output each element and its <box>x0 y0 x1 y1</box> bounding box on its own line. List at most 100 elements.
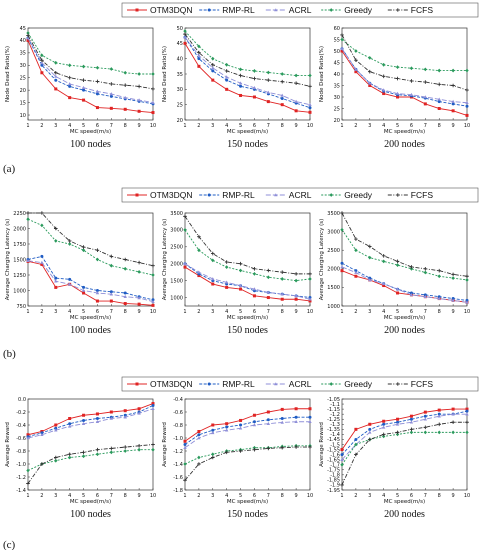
point-greedy <box>294 278 298 283</box>
y-tick-label: 3500 <box>327 211 340 217</box>
point-rmp-rl <box>423 293 427 297</box>
x-axis-label: MC speed(m/s) <box>227 499 268 505</box>
y-tick-label: -1.65 <box>327 457 340 463</box>
point-fcfs <box>340 211 344 215</box>
point-fcfs <box>354 58 358 62</box>
x-tick-label: 3 <box>368 493 371 499</box>
point-otm3dqn <box>280 103 284 107</box>
x-axis-label: MC speed(m/s) <box>384 499 425 505</box>
point-fcfs <box>395 430 400 435</box>
point-fcfs <box>354 452 358 457</box>
x-tick-label: 3 <box>211 493 214 499</box>
x-tick-label: 1 <box>340 309 343 315</box>
point-otm3dqn <box>294 297 298 301</box>
point-otm3dqn <box>465 407 469 411</box>
x-tick-label: 7 <box>267 123 270 129</box>
y-tick-label: 40 <box>20 38 26 44</box>
point-otm3dqn <box>225 285 229 289</box>
x-tick-label: 7 <box>424 309 427 315</box>
point-acrl <box>67 82 72 86</box>
y-tick-label: -1.4 <box>173 462 183 468</box>
y-tick-label: 2000 <box>13 226 26 232</box>
y-tick-label: -1.55 <box>327 447 340 453</box>
point-greedy <box>183 228 187 232</box>
point-otm3dqn <box>451 407 455 411</box>
point-rmp-rl <box>151 404 155 407</box>
point-greedy <box>211 56 215 61</box>
x-tick-label: 8 <box>124 123 127 129</box>
point-acrl <box>451 99 455 103</box>
y-tick-label: 2500 <box>170 245 183 251</box>
series-line-otm3dqn <box>184 266 311 302</box>
point-fcfs <box>252 76 257 81</box>
point-greedy <box>340 37 344 42</box>
legend-label-greedy: Greedy <box>344 190 373 200</box>
point-rmp-rl <box>354 437 358 441</box>
point-greedy <box>252 69 257 73</box>
point-greedy <box>197 455 201 460</box>
y-axis-label: Node Dead Ratio(%) <box>5 46 11 102</box>
x-tick-label: 9 <box>452 493 455 499</box>
y-tick-label: 20 <box>20 88 26 94</box>
point-greedy <box>381 62 386 67</box>
point-greedy <box>465 430 469 435</box>
point-fcfs <box>252 267 257 271</box>
x-tick-label: 10 <box>464 309 470 315</box>
point-rmp-rl <box>211 69 215 73</box>
x-tick-label: 2 <box>40 493 43 499</box>
point-rmp-rl <box>340 261 344 265</box>
y-tick-label: 1250 <box>13 273 26 279</box>
point-fcfs <box>26 481 30 486</box>
series-line-rmp-rl <box>341 410 468 455</box>
point-greedy <box>123 70 127 75</box>
legend-box <box>121 187 479 203</box>
legend: OTM3DQN RMP-RL ACRL Greedy FCFS <box>121 187 479 203</box>
point-fcfs <box>451 272 455 277</box>
x-tick-label: 1 <box>340 493 343 499</box>
y-axis-label: Average Charging Latency (s) <box>319 219 325 301</box>
point-acrl <box>224 280 229 284</box>
series-line-rmp-rl <box>27 255 154 301</box>
y-tick-label: -0.8 <box>16 449 26 455</box>
point-otm3dqn <box>95 106 99 110</box>
point-acrl <box>224 75 229 79</box>
x-tick-label: 3 <box>54 309 57 315</box>
legend-marker-acrl <box>274 193 278 197</box>
point-greedy <box>280 72 284 76</box>
point-fcfs <box>266 268 271 273</box>
series-line-otm3dqn <box>341 50 468 116</box>
x-tick-label: 8 <box>438 123 441 129</box>
chart-b1: 1 2 3 4 5 6 7 8 9 10 750 1000 1250 1500 1750 2000 2250 MC… <box>5 211 156 336</box>
x-tick-label: 2 <box>40 309 43 315</box>
point-rmp-rl <box>340 453 344 457</box>
point-otm3dqn <box>266 410 270 414</box>
point-otm3dqn <box>423 410 427 414</box>
series-line-greedy <box>184 445 310 465</box>
point-greedy <box>266 70 271 75</box>
y-tick-label: -0.6 <box>16 436 26 442</box>
point-acrl <box>340 46 344 50</box>
point-fcfs <box>151 87 155 91</box>
point-rmp-rl <box>239 84 243 88</box>
legend-label-rmp-rl: RMP-RL <box>222 190 255 200</box>
y-tick-label: 20 <box>177 118 183 124</box>
point-rmp-rl <box>82 418 86 422</box>
plot-frame <box>341 212 468 307</box>
x-tick-label: 3 <box>54 123 57 129</box>
point-greedy <box>151 72 155 76</box>
point-rmp-rl <box>225 78 229 82</box>
point-greedy <box>26 468 30 473</box>
x-tick-label: 7 <box>267 309 270 315</box>
point-acrl <box>395 422 400 426</box>
point-acrl <box>123 294 127 298</box>
point-rmp-rl <box>423 414 427 418</box>
point-greedy <box>151 273 155 277</box>
chart-b2: 1 2 3 4 5 6 7 8 9 10 1000 1500 2000 2500 3000 3500 MC sp… <box>162 211 313 336</box>
point-otm3dqn <box>68 96 72 100</box>
series-line-acrl <box>184 36 311 106</box>
point-otm3dqn <box>82 98 86 102</box>
point-rmp-rl <box>368 427 372 431</box>
point-otm3dqn <box>225 87 229 91</box>
y-tick-label: -1.35 <box>327 427 340 433</box>
